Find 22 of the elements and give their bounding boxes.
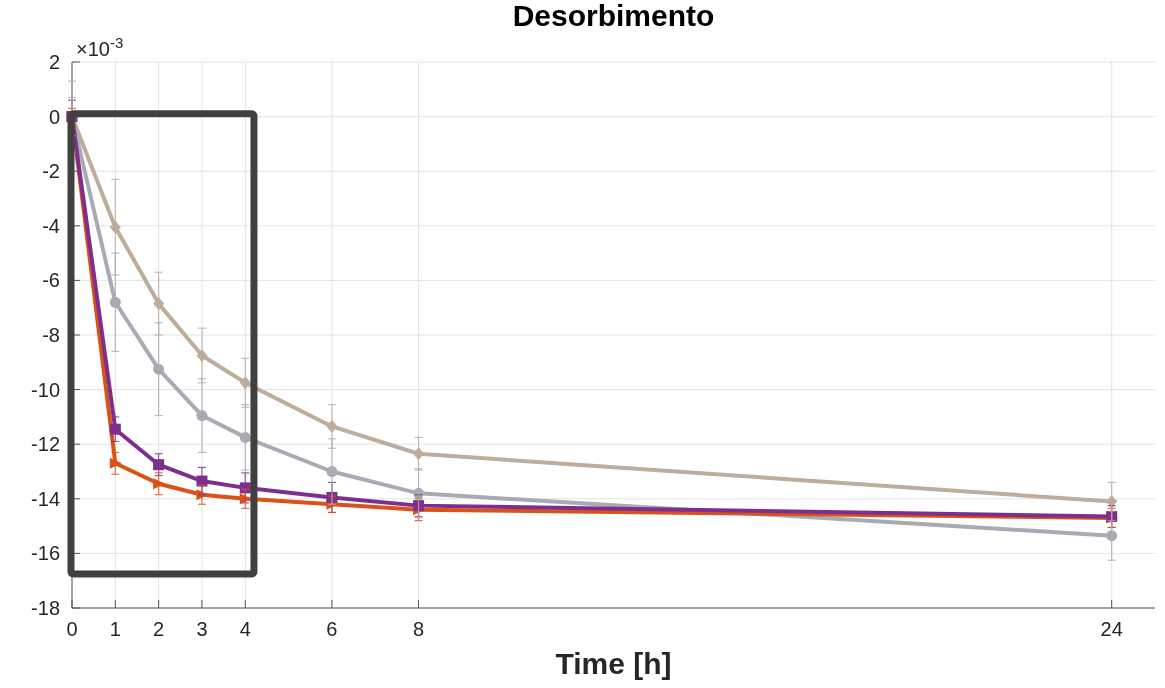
x-tick-label: 1 — [109, 618, 121, 640]
y-tick-label: -2 — [42, 160, 60, 183]
y-tick-label: -8 — [42, 324, 60, 346]
text: ×10$^{-3}$ — [76, 33, 124, 60]
chart-title: Desorbimento — [512, 0, 715, 32]
y-tick-label: 2 — [48, 51, 60, 73]
x-tick-label: 0 — [66, 618, 78, 640]
y-tick-label: -16 — [31, 542, 60, 565]
x-tick-label: 8 — [413, 618, 425, 640]
y-tick-label: -14 — [31, 487, 60, 510]
y-tick-label: -12 — [31, 433, 60, 456]
x-tick-label: 24 — [1100, 618, 1123, 640]
x-tick-label: 2 — [153, 618, 165, 640]
x-tick-label: 6 — [326, 618, 338, 640]
x-tick-label: 3 — [196, 618, 208, 640]
y-tick-label: 0 — [48, 105, 60, 128]
y-tick-label: -6 — [42, 269, 60, 292]
y-tick-label: -4 — [42, 214, 60, 237]
x-axis-title: Time [h] — [555, 647, 672, 680]
x-tick-label: 4 — [239, 618, 251, 640]
y-tick-label: -18 — [31, 597, 60, 619]
y-tick-label: -10 — [31, 378, 60, 401]
